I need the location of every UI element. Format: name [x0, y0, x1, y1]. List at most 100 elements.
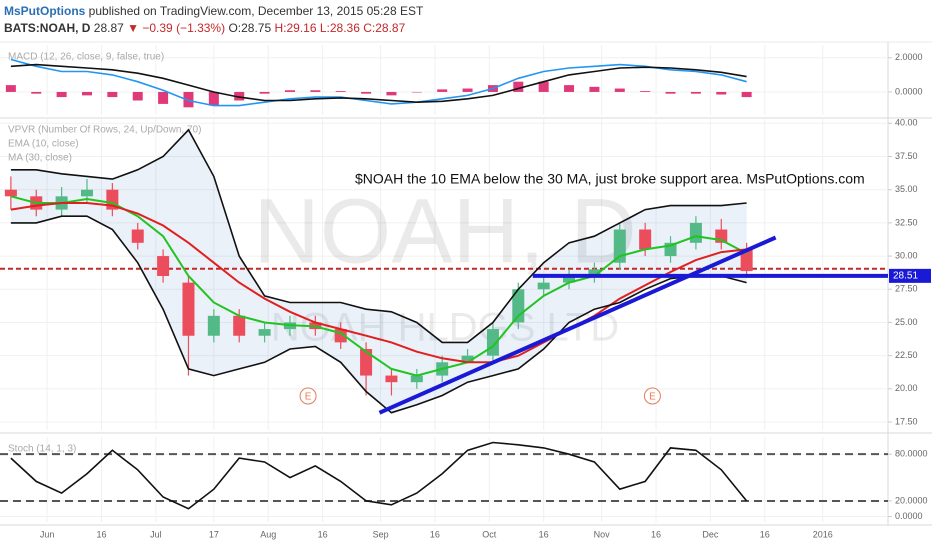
panel-label: VPVR (Number Of Rows, 24, Up/Down, 70) [8, 125, 201, 136]
candle-body [410, 375, 423, 383]
legend-entry: EMA (10, close) [8, 139, 79, 150]
y-tick-label: 2.0000 [895, 52, 923, 62]
histogram-bar [132, 91, 143, 101]
x-tick-label: 17 [209, 529, 219, 539]
candle-body [537, 282, 550, 290]
histogram-bar [259, 91, 270, 94]
histogram-bar [640, 91, 651, 92]
published: published on TradingView.com, December 1… [88, 4, 424, 18]
histogram-bar [361, 91, 372, 94]
candle-body [157, 256, 170, 276]
histogram-bar [310, 90, 321, 92]
candle-body [639, 229, 652, 250]
x-tick-label: Sep [373, 529, 389, 539]
y-tick-label: 0.0000 [895, 86, 923, 96]
histogram-bar [589, 86, 600, 92]
price-tag [889, 268, 931, 283]
symbol: BATS:NOAH, D [4, 21, 91, 35]
histogram-bar [690, 91, 701, 94]
histogram-bar [386, 91, 397, 96]
candle-body [613, 229, 626, 263]
histogram-bar [335, 91, 346, 92]
series-line [10, 58, 747, 107]
event-label: E [649, 392, 656, 403]
histogram-bar [234, 91, 245, 101]
legend-entry: MA (30, close) [8, 153, 72, 164]
candle-body [131, 229, 144, 243]
x-tick-label: Jul [150, 529, 162, 539]
series-line [10, 63, 747, 104]
y-tick-label: 30.00 [895, 250, 918, 260]
histogram-bar [411, 91, 422, 93]
y-tick-label: 17.50 [895, 416, 918, 426]
x-tick-label: Oct [482, 529, 497, 539]
series-line [10, 195, 748, 377]
x-tick-label: Dec [702, 529, 719, 539]
y-tick-label: 22.50 [895, 350, 918, 360]
candle-body [207, 315, 220, 336]
event-marker [643, 387, 661, 405]
x-tick-label: 2016 [813, 529, 833, 539]
ohlc: H:29.16 [274, 21, 317, 35]
y-tick-label: 80.0000 [895, 449, 928, 459]
histogram-bar [513, 81, 524, 92]
candle-body [360, 349, 373, 376]
histogram-bar [564, 85, 575, 92]
price-tag-label: 28.51 [893, 270, 918, 281]
x-tick-label: 16 [760, 529, 770, 539]
candle-body [563, 275, 576, 283]
panel-label: Stoch (14, 1, 3) [8, 444, 76, 455]
histogram-bar [462, 88, 473, 92]
watermark: NOAH, D [253, 180, 636, 282]
candle-body [233, 315, 246, 336]
y-tick-label: 40.00 [895, 118, 918, 128]
x-tick-label: Jun [40, 529, 55, 539]
histogram-bar [208, 91, 219, 106]
ohlc: L:28.36 [319, 21, 360, 35]
histogram-bar [716, 91, 727, 95]
histogram-bar [31, 91, 42, 94]
price: 28.87 [93, 21, 124, 35]
band-fill [10, 129, 747, 413]
y-tick-label: 20.00 [895, 383, 918, 393]
ohlc: O:28.75 [228, 21, 272, 35]
event-marker [299, 387, 317, 405]
y-tick-label: 32.50 [895, 217, 918, 227]
candle-body [258, 329, 271, 336]
histogram-bar [614, 88, 625, 92]
candle-body [588, 269, 601, 276]
x-tick-label: 16 [651, 529, 661, 539]
trend-line [378, 235, 777, 415]
histogram-bar [437, 89, 448, 92]
candle-body [80, 189, 93, 197]
candle-body [689, 222, 702, 243]
change: ▼ −0.39 (−1.33%) [127, 21, 226, 35]
histogram-bar [538, 81, 549, 92]
histogram-bar [81, 91, 92, 96]
annotation: $NOAH the 10 EMA below the 30 MA, just b… [355, 171, 865, 187]
histogram-bar [158, 91, 169, 104]
series-line [10, 202, 747, 364]
histogram-bar [56, 91, 67, 98]
x-tick-label: Nov [594, 529, 611, 539]
histogram-bar [284, 90, 295, 92]
event-label: E [305, 392, 312, 403]
y-tick-label: 27.50 [895, 284, 918, 294]
x-tick-label: 16 [318, 529, 328, 539]
author[interactable]: MsPutOptions [4, 4, 86, 18]
series-line [10, 128, 747, 344]
ohlc: C:28.87 [363, 21, 406, 35]
candle-body [740, 249, 753, 272]
y-tick-label: 0.0000 [895, 511, 923, 521]
x-tick-label: 16 [96, 529, 106, 539]
y-tick-label: 35.00 [895, 184, 918, 194]
y-tick-label: 25.00 [895, 317, 918, 327]
header: MsPutOptions published on TradingView.co… [4, 3, 423, 37]
y-tick-label: 20.0000 [895, 495, 928, 505]
panel-label: MACD (12, 26, close, 9, false, true) [8, 52, 164, 63]
y-tick-label: 37.50 [895, 151, 918, 161]
candle-body [4, 189, 17, 197]
x-tick-label: 16 [430, 529, 440, 539]
